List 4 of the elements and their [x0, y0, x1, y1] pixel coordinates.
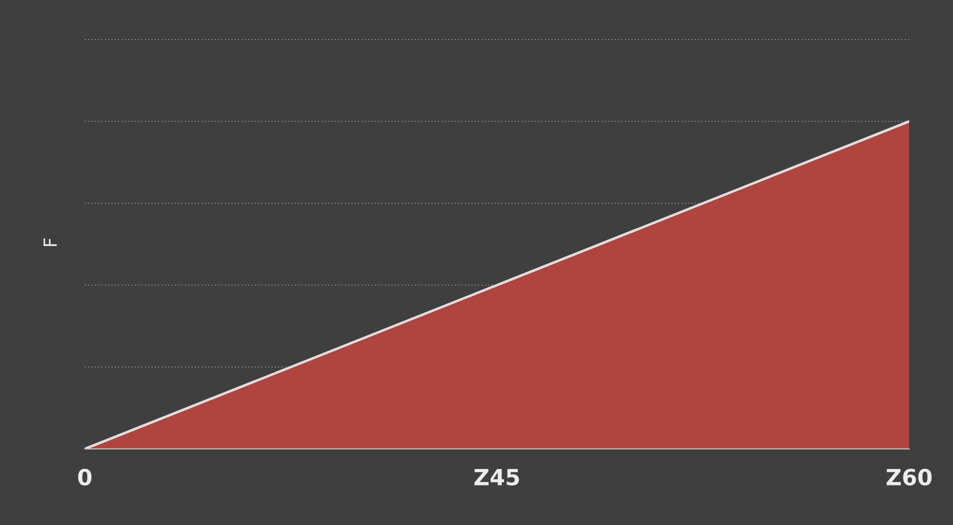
x-tick-label: Z60: [886, 468, 932, 486]
y-axis-title: F: [44, 238, 57, 246]
x-tick-label: Z45: [474, 469, 519, 486]
x-tick-label: 0: [78, 468, 92, 486]
